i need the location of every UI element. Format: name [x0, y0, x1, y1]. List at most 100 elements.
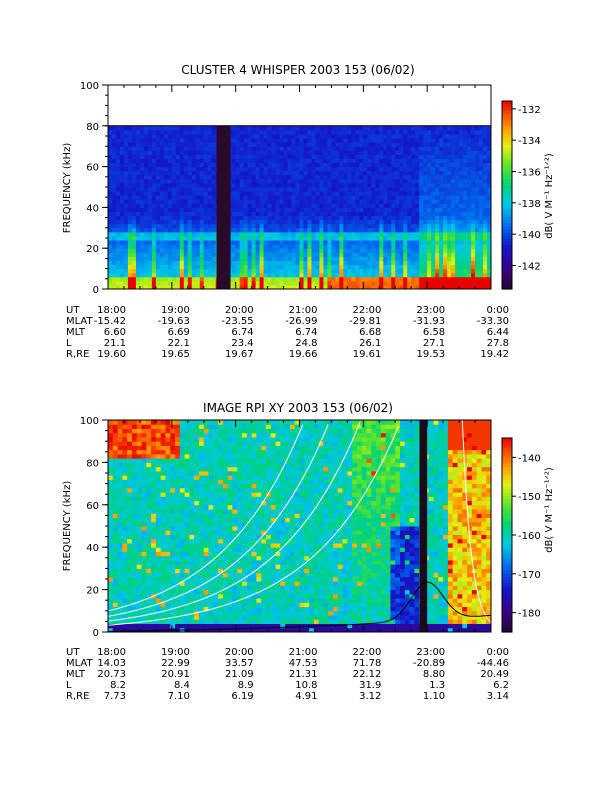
- spectrogram-cell: [299, 264, 304, 270]
- spectrogram-cell: [151, 211, 157, 217]
- spectrogram-cell: [136, 504, 143, 510]
- spectrogram-cell: [191, 129, 197, 135]
- spectrogram-cell: [151, 589, 157, 595]
- spectrogram-cell: [387, 280, 392, 286]
- spectrogram-cell: [141, 623, 147, 629]
- spectrogram-cell: [339, 158, 344, 164]
- spectrogram-cell: [184, 585, 190, 591]
- spectrogram-cell: [194, 470, 200, 476]
- spectrogram-cell: [343, 219, 348, 225]
- spectrogram-cell: [447, 215, 452, 221]
- spectrogram-cell: [439, 264, 444, 270]
- spectrogram-cell: [119, 158, 125, 164]
- spectrogram-cell: [263, 150, 269, 155]
- spectrogram-cell: [117, 436, 123, 442]
- spectrogram-cell: [487, 195, 492, 200]
- spectrogram-cell: [203, 154, 209, 159]
- spectrogram-cell: [363, 142, 368, 147]
- spectrogram-cell: [455, 178, 460, 184]
- spectrogram-cell: [139, 142, 145, 147]
- spectrogram-cell: [175, 280, 181, 286]
- spectrogram-cell: [160, 602, 166, 608]
- spectrogram-cell: [407, 150, 412, 155]
- spectrogram-cell: [247, 252, 253, 257]
- spectrogram-cell: [115, 195, 121, 200]
- spectrogram-cell: [243, 244, 249, 249]
- spectrogram-cell: [427, 231, 432, 237]
- spectrogram-cell: [419, 272, 424, 278]
- spectrogram-cell: [447, 223, 452, 229]
- spectrogram-cell: [319, 199, 324, 204]
- spectrogram-cell: [184, 593, 190, 599]
- spectrogram-cell: [194, 479, 200, 485]
- spectrogram-cell: [287, 223, 293, 229]
- colorbar-swatch: [502, 148, 512, 152]
- spectrogram-cell: [351, 133, 356, 139]
- spectrogram-cell: [395, 191, 400, 196]
- spectrogram-cell: [439, 154, 444, 159]
- spectrogram-cell: [147, 138, 153, 143]
- spectrogram-cell: [339, 235, 344, 241]
- spectrogram-cell: [427, 264, 432, 270]
- spectrogram-cell: [159, 219, 165, 225]
- spectrogram-cell: [170, 436, 176, 442]
- spectrogram-cell: [111, 252, 117, 257]
- spectrogram-cell: [127, 191, 133, 196]
- spectrogram-cell: [108, 203, 113, 208]
- spectrogram-cell: [423, 256, 428, 261]
- spectrogram-cell: [415, 248, 420, 253]
- spectrogram-cell: [295, 199, 300, 204]
- spectrogram-cell: [311, 256, 316, 261]
- spectrogram-cell: [419, 235, 424, 241]
- spectrogram-cell: [207, 187, 213, 192]
- spectrogram-cell: [141, 453, 147, 459]
- spectrogram-cell: [199, 252, 205, 257]
- spectrogram-cell: [179, 517, 186, 523]
- spectrogram-cell: [275, 244, 281, 249]
- spectrogram-cell: [391, 276, 396, 282]
- spectrogram-cell: [291, 203, 297, 208]
- spectrogram-cell: [367, 182, 372, 188]
- spectrogram-cell: [163, 191, 169, 196]
- panel-image-rpi: IMAGE RPI XY 2003 153 (06/02) 0204060801…: [62, 401, 555, 639]
- spectrogram-cell: [259, 158, 265, 164]
- colorbar-swatch: [502, 201, 512, 205]
- spectrogram-cell: [355, 154, 360, 159]
- spectrogram-cell: [195, 211, 201, 217]
- spectrogram-cell: [483, 166, 488, 172]
- spectrogram-cell: [411, 268, 416, 274]
- spectrogram-cell: [327, 268, 332, 274]
- spectrogram-cell: [135, 142, 141, 147]
- spectrogram-cell: [117, 598, 123, 603]
- spectrogram-cell: [347, 215, 352, 221]
- spectrogram-cell: [146, 504, 152, 510]
- spectrogram-cell: [127, 504, 133, 510]
- spectrogram-cell: [115, 284, 121, 290]
- spectrogram-cell: [467, 142, 472, 147]
- spectrogram-cell: [443, 195, 448, 200]
- spectrogram-cell: [155, 453, 162, 459]
- spectrogram-cell: [363, 227, 368, 233]
- spectrogram-cell: [291, 138, 297, 143]
- spectrogram-cell: [170, 581, 176, 586]
- spectrogram-cell: [379, 231, 384, 237]
- spectrogram-cell: [439, 191, 444, 196]
- spectrogram-cell: [155, 162, 161, 168]
- spectrogram-cell: [271, 125, 277, 131]
- colorbar-swatch: [502, 257, 512, 262]
- spectrogram-cell: [447, 268, 452, 274]
- spectrogram-cell: [115, 129, 121, 135]
- spectrogram-cell: [146, 449, 152, 455]
- spectrogram-cell: [371, 211, 376, 217]
- spectrogram-cell: [141, 576, 147, 582]
- spectrogram-cell: [427, 187, 432, 192]
- spectrogram-cell: [475, 203, 480, 208]
- spectrogram-cell: [331, 207, 336, 212]
- spectrogram-cell: [117, 585, 123, 591]
- spectrogram-cell: [371, 276, 376, 282]
- spectrogram-cell: [127, 264, 133, 270]
- spectrogram-cell: [123, 162, 129, 168]
- spectrogram-cell: [299, 284, 304, 290]
- spectrogram-cell: [483, 223, 488, 229]
- spectrogram-cell: [387, 284, 392, 290]
